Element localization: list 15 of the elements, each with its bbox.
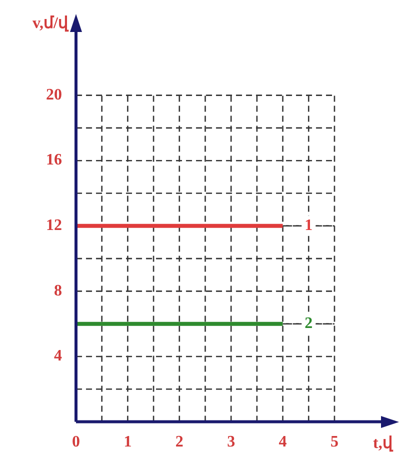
y-tick-label: 16	[46, 152, 62, 169]
x-axis-title: t,վ	[373, 434, 394, 452]
y-tick-label: 4	[54, 348, 62, 365]
y-tick-label: 20	[46, 86, 62, 104]
y-tick-label: 8	[54, 282, 62, 300]
x-tick-label: 4	[278, 434, 287, 451]
x-tick-label: 2	[175, 434, 184, 451]
x-tick-label: 0	[72, 434, 80, 451]
x-tick-label: 5	[330, 434, 338, 451]
series-label: 2	[304, 314, 313, 332]
y-tick-label: 12	[46, 217, 62, 234]
x-tick-label: 1	[124, 434, 132, 451]
x-tick-label: 3	[227, 434, 236, 451]
series-label: 1	[304, 217, 313, 234]
y-axis-title: v,մ/վ	[32, 15, 69, 32]
